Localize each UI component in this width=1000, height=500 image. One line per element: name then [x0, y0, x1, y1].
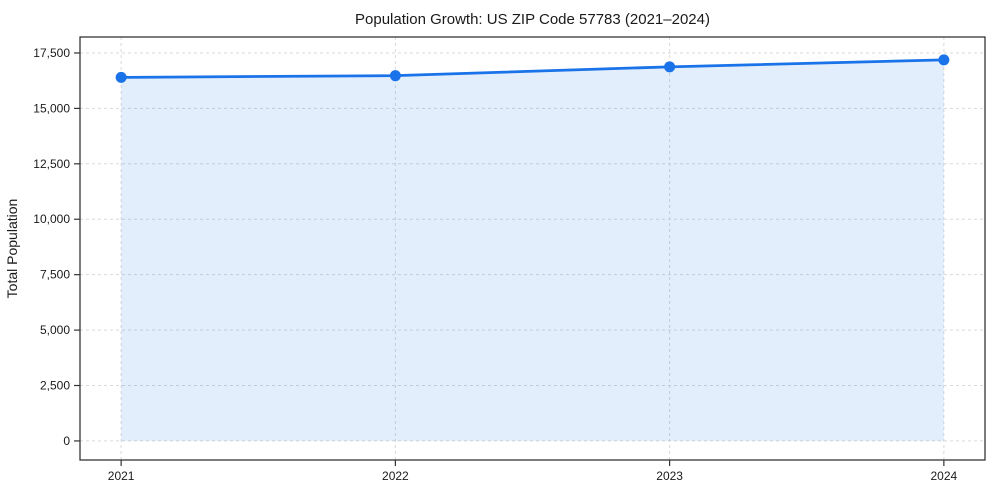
- series-area-fill: [121, 59, 944, 441]
- y-tick-label: 17,500: [33, 46, 70, 60]
- x-tick-label: 2021: [108, 469, 135, 483]
- data-point-marker: [664, 61, 676, 73]
- area-fill-layer: [121, 59, 944, 441]
- y-tick-label: 7,500: [40, 268, 70, 282]
- chart-title: Population Growth: US ZIP Code 57783 (20…: [355, 11, 710, 28]
- axes-frame-layer: [79, 36, 986, 461]
- gridlines-layer: [80, 37, 985, 460]
- x-tick-label: 2024: [931, 469, 958, 483]
- x-tick-label: 2022: [382, 469, 409, 483]
- tick-labels-layer: 0 2,500 5,000 7,500 10,000 12,500 15,000 17,500…: [33, 46, 957, 483]
- data-point-marker: [938, 54, 950, 66]
- data-points-layer: [115, 54, 950, 83]
- series-line: [119, 58, 946, 79]
- data-point-marker: [389, 70, 401, 82]
- tick-marks-layer: [74, 52, 945, 466]
- y-tick-label: 2,500: [40, 379, 70, 393]
- y-tick-label: 10,000: [33, 212, 70, 226]
- plot-frame: [79, 36, 986, 461]
- y-tick-label: 15,000: [33, 101, 70, 115]
- x-tick-label: 2023: [656, 469, 683, 483]
- y-tick-label: 12,500: [33, 157, 70, 171]
- data-point-marker: [115, 71, 127, 83]
- y-axis-title: Total Population: [4, 199, 20, 299]
- y-tick-label: 5,000: [40, 323, 70, 337]
- y-tick-label: 0: [63, 434, 70, 448]
- line-series-layer: [119, 58, 946, 79]
